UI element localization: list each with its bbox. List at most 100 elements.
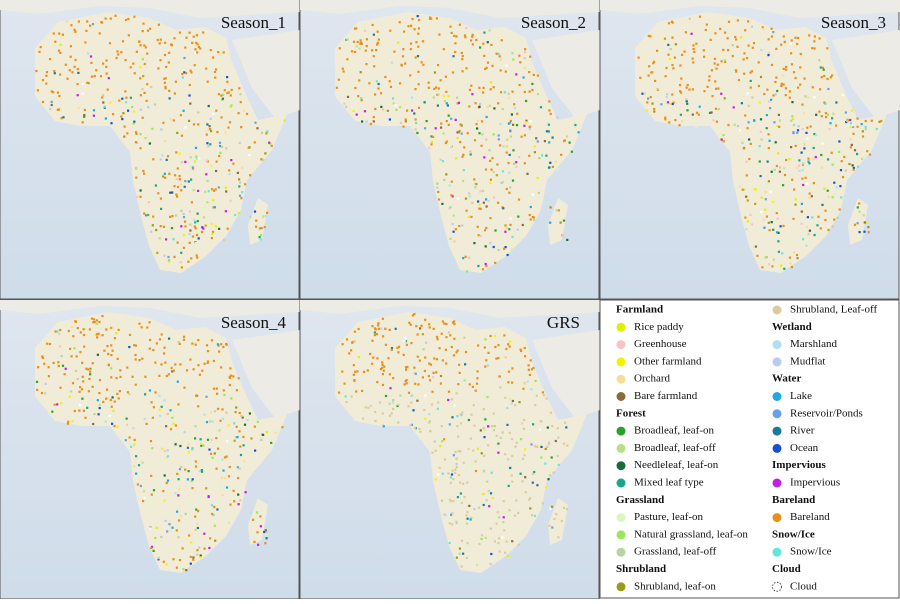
sample-point <box>265 132 268 135</box>
sample-point <box>577 131 580 134</box>
sample-point <box>807 96 810 99</box>
sample-point <box>141 461 144 464</box>
sample-point <box>794 198 797 201</box>
sample-point <box>496 511 499 514</box>
sample-point <box>557 536 560 539</box>
sample-point <box>727 49 730 52</box>
sample-point <box>388 402 391 405</box>
sample-point <box>430 140 434 144</box>
sample-point <box>389 387 392 390</box>
sample-point <box>228 173 231 176</box>
sample-point <box>824 102 827 105</box>
sample-point <box>778 170 781 173</box>
sample-point <box>200 444 203 447</box>
sample-point <box>521 457 525 460</box>
sample-point <box>759 118 763 121</box>
sample-point <box>381 373 384 376</box>
sample-point <box>175 151 178 154</box>
sample-point <box>343 382 346 385</box>
sample-point <box>450 31 453 34</box>
sample-point <box>99 75 103 78</box>
sample-point <box>381 383 385 386</box>
sample-point <box>761 266 764 269</box>
sample-point <box>460 422 463 425</box>
sample-point <box>477 200 480 203</box>
sample-point <box>488 104 491 107</box>
sample-point <box>182 335 186 338</box>
sample-point <box>492 412 495 415</box>
sample-point <box>197 45 200 49</box>
sample-point <box>423 101 426 104</box>
sample-point <box>447 331 450 334</box>
sample-point <box>409 42 413 45</box>
sample-point <box>41 79 45 82</box>
sample-point <box>235 425 238 428</box>
sample-point <box>686 84 689 87</box>
sample-point <box>679 90 682 93</box>
sample-point <box>439 374 443 378</box>
sample-point <box>432 371 435 374</box>
sample-point <box>839 185 842 188</box>
sample-point <box>205 133 208 136</box>
sample-point <box>497 442 500 445</box>
sample-point <box>110 344 113 347</box>
sample-point <box>93 75 96 78</box>
sample-point <box>502 207 505 210</box>
sample-point <box>217 93 220 96</box>
sample-point <box>83 115 86 118</box>
legend-swatch <box>616 461 626 471</box>
sample-point <box>123 125 126 128</box>
sample-point <box>751 96 754 99</box>
sample-point <box>451 512 454 515</box>
sample-point <box>353 340 356 343</box>
sample-point <box>237 477 240 480</box>
sample-point <box>208 125 211 128</box>
legend-label: Bare farmland <box>634 390 698 402</box>
sample-point <box>193 218 196 221</box>
sample-point <box>172 422 175 425</box>
sample-point <box>362 370 366 373</box>
sample-point <box>525 99 528 103</box>
sample-point <box>178 152 181 155</box>
sample-point <box>641 92 644 95</box>
legend-label: Impervious <box>790 477 840 489</box>
sample-point <box>119 369 122 372</box>
sample-point <box>182 338 186 341</box>
sample-point <box>759 130 762 133</box>
sample-point <box>104 117 107 120</box>
sample-point <box>62 116 65 119</box>
sample-point <box>417 27 420 30</box>
sample-point <box>512 123 515 126</box>
sample-point <box>535 394 538 397</box>
sample-point <box>440 126 443 129</box>
sample-point <box>771 265 774 268</box>
sample-point <box>211 232 214 235</box>
sample-point <box>509 119 512 123</box>
sample-point <box>274 431 277 434</box>
sample-point <box>556 454 559 457</box>
sample-point <box>508 121 512 124</box>
sample-point <box>529 507 532 510</box>
sample-point <box>532 423 535 426</box>
sample-point <box>508 191 511 194</box>
sample-point <box>831 117 834 120</box>
sample-point <box>749 213 752 216</box>
legend-swatch <box>616 530 626 540</box>
sample-point <box>695 125 698 128</box>
sample-point <box>94 333 97 336</box>
sample-point <box>218 154 221 158</box>
sample-point <box>470 39 473 42</box>
sample-point <box>203 413 206 416</box>
sample-point <box>128 333 132 336</box>
sample-point <box>474 102 477 105</box>
sample-point <box>767 51 770 54</box>
sample-point <box>476 447 479 450</box>
sample-point <box>134 383 137 386</box>
sample-point <box>405 379 408 382</box>
sample-point <box>449 481 452 485</box>
sample-point <box>219 151 222 154</box>
sample-point <box>780 84 783 88</box>
sample-point <box>441 202 444 205</box>
sample-point <box>365 120 368 123</box>
